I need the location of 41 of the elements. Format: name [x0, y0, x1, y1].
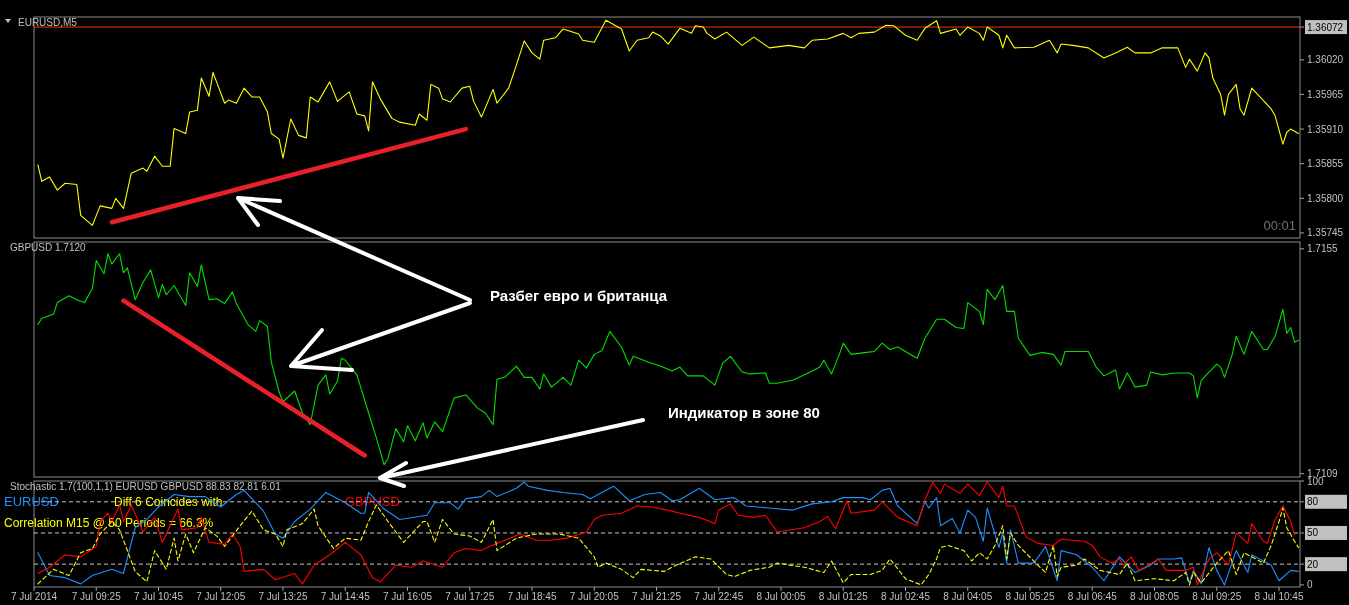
annotation: Индикатор в зоне 80: [668, 404, 820, 421]
x-tick-label: 8 Jul 10:45: [1254, 591, 1304, 602]
y-tick-label: 0: [1307, 579, 1313, 591]
x-tick-label: 8 Jul 01:25: [818, 591, 869, 602]
y-tick-label: 1.35965: [1307, 88, 1344, 100]
chart-title: Stochastic 1.7(100,1,1) EURUSD GBPUSD 88.83 82.81 6.01: [10, 481, 282, 492]
x-tick-label: 7 Jul 21:25: [632, 591, 682, 602]
x-tick-label: 7 Jul 18:45: [507, 591, 557, 602]
y-tick-label: 1.36020: [1307, 54, 1344, 66]
x-tick-label: 7 Jul 2014: [10, 591, 58, 602]
y-tick-label: 1.35745: [1307, 227, 1344, 239]
x-tick-label: 8 Jul 04:05: [943, 591, 993, 602]
x-tick-label: 8 Jul 09:25: [1192, 591, 1242, 602]
chart-title: GBPUSD 1.7120: [10, 242, 87, 253]
x-tick-label: 7 Jul 10:45: [134, 591, 184, 602]
chart-title: EURUSD,M5: [18, 17, 78, 28]
x-tick-label: 7 Jul 13:25: [258, 591, 308, 602]
y-tick-label: 1.36072: [1307, 21, 1344, 33]
line-series: [37, 253, 1299, 466]
y-tick-label: 1.35855: [1307, 158, 1344, 170]
y-tick-label: 1.35800: [1307, 192, 1344, 204]
y-tick-label: 20: [1307, 558, 1319, 570]
x-tick-label: 7 Jul 09:25: [71, 591, 122, 602]
x-tick-label: 7 Jul 20:05: [569, 591, 620, 602]
x-tick-label: 8 Jul 08:05: [1130, 591, 1180, 602]
annotation: 00:01: [1263, 218, 1296, 233]
y-tick-label: 50: [1307, 527, 1319, 539]
x-tick-label: 8 Jul 02:45: [881, 591, 931, 602]
y-tick-label: 1.7155: [1307, 243, 1339, 255]
x-tick-label: 7 Jul 17:25: [445, 591, 495, 602]
y-tick-label: 80: [1307, 496, 1319, 508]
x-tick-label: 7 Jul 14:45: [320, 591, 371, 602]
annotation: Разбег евро и британца: [490, 287, 668, 304]
x-tick-label: 7 Jul 16:05: [383, 591, 433, 602]
y-tick-label: 1.35910: [1307, 123, 1344, 135]
x-tick-label: 7 Jul 22:45: [694, 591, 744, 602]
x-tick-label: 8 Jul 00:05: [756, 591, 806, 602]
x-tick-label: 8 Jul 06:45: [1067, 591, 1118, 602]
x-tick-label: 8 Jul 05:25: [1005, 591, 1055, 602]
x-tick-label: 7 Jul 12:05: [196, 591, 246, 602]
text: EURUSD: [4, 494, 59, 509]
